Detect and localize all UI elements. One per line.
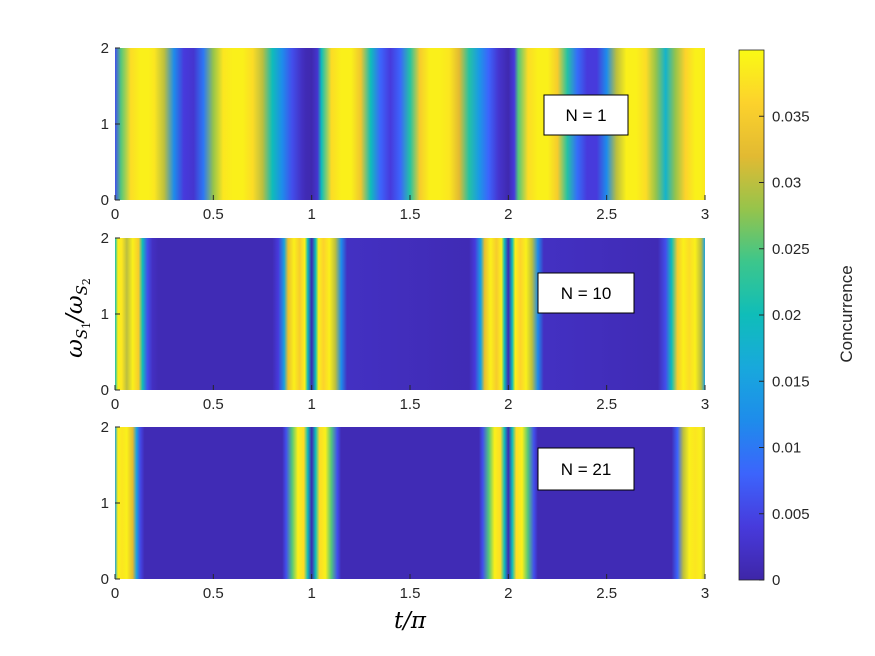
- x-tick-label: 0: [111, 585, 119, 602]
- annotation-box-1: N = 1: [543, 94, 629, 136]
- x-tick-label: 0: [111, 396, 119, 413]
- x-tick-label: 3: [701, 585, 709, 602]
- colorbar-tick-label: 0.005: [772, 506, 810, 523]
- y-tick-label: 2: [101, 419, 109, 436]
- x-tick-label: 2.5: [596, 585, 617, 602]
- colorbar-tick-label: 0: [772, 572, 780, 589]
- y-tick-label: 1: [101, 116, 109, 133]
- y-tick-label: 0: [101, 571, 109, 588]
- y-tick-label: 2: [101, 230, 109, 247]
- x-tick-label: 2: [504, 396, 512, 413]
- colorbar-tick-label: 0.015: [772, 373, 810, 390]
- y-tick-label: 1: [101, 306, 109, 323]
- x-tick-label: 0.5: [203, 396, 224, 413]
- colorbar-label: Concurrence: [837, 265, 856, 362]
- y-tick-label: 2: [101, 40, 109, 57]
- x-axis-label: t/π: [394, 608, 427, 634]
- colorbar-tick-label: 0.01: [772, 440, 801, 457]
- annotation-text: N = 1: [565, 106, 606, 125]
- x-tick-label: 0.5: [203, 585, 224, 602]
- heatmap-panel-3: 0 0.5 1 1.5 2 2.5 3 0 1 2 N = 21: [101, 419, 710, 602]
- heatmap-image-2: [115, 238, 705, 390]
- annotation-text: N = 10: [561, 284, 612, 303]
- annotation-text: N = 21: [561, 460, 612, 479]
- x-tick-label: 2: [504, 206, 512, 223]
- y-tick-label: 1: [101, 495, 109, 512]
- x-tick-label: 0.5: [203, 206, 224, 223]
- x-tick-label: 2.5: [596, 206, 617, 223]
- colorbar-tick-label: 0.03: [772, 175, 801, 192]
- y-tick-label: 0: [101, 192, 109, 209]
- y-tick-label: 0: [101, 382, 109, 399]
- heatmap-panel-1: 0 0.5 1 1.5 2 2.5 3 0 1 2 N = 1: [101, 40, 710, 223]
- x-tick-label: 2.5: [596, 396, 617, 413]
- x-tick-label: 0: [111, 206, 119, 223]
- colorbar-tick-label: 0.035: [772, 108, 810, 125]
- x-tick-label: 1: [307, 206, 315, 223]
- y-axis-label: ωS1/ωS2: [62, 278, 93, 358]
- colorbar: 0 0.005 0.01 0.015 0.02 0.025 0.03 0.035: [738, 49, 810, 589]
- x-tick-label: 1: [307, 585, 315, 602]
- x-tick-label: 1.5: [400, 396, 421, 413]
- annotation-box-3: N = 21: [537, 447, 635, 491]
- x-tick-label: 1.5: [400, 206, 421, 223]
- colorbar-tick-label: 0.025: [772, 241, 810, 258]
- colorbar-tick-label: 0.02: [772, 307, 801, 324]
- heatmap-panel-2: 0 0.5 1 1.5 2 2.5 3 0 1 2 N = 10: [101, 230, 710, 413]
- x-tick-label: 3: [701, 396, 709, 413]
- x-tick-label: 2: [504, 585, 512, 602]
- x-tick-label: 1.5: [400, 585, 421, 602]
- svg-text:ωS1/ωS2: ωS1/ωS2: [62, 278, 93, 358]
- annotation-box-2: N = 10: [537, 272, 635, 314]
- x-tick-label: 1: [307, 396, 315, 413]
- x-tick-label: 3: [701, 206, 709, 223]
